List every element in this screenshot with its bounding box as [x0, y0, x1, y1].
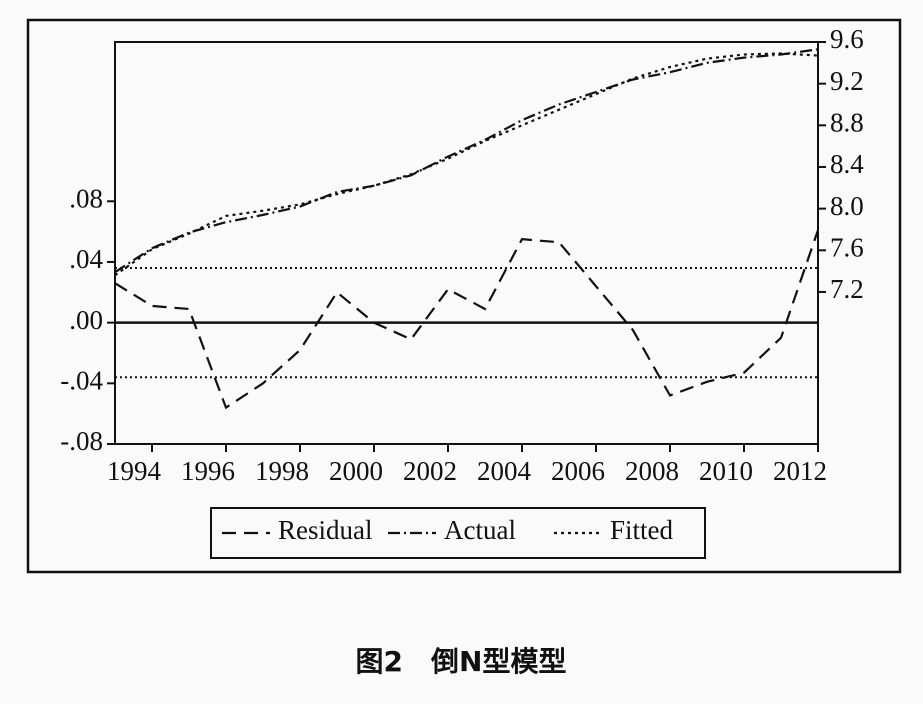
legend-box [210, 507, 706, 559]
x-tick-label: 1994 [107, 456, 162, 486]
y2-tick-label: 8.0 [830, 191, 864, 221]
y-tick-label: .08 [69, 183, 103, 213]
y-tick-label: -.04 [60, 366, 103, 396]
y2-tick-label: 7.2 [830, 274, 864, 304]
caption: 图2 倒N型模型 [356, 645, 567, 678]
outer-frame [26, 18, 902, 574]
legend-label: Residual [278, 515, 373, 545]
y-tick-label: .00 [69, 305, 103, 335]
series-line [114, 229, 820, 410]
y-tick-label: -.08 [60, 426, 103, 456]
y2-tick-label: 7.6 [830, 232, 864, 262]
series-line [114, 48, 819, 274]
series-line [114, 52, 819, 277]
x-tick-label: 2010 [699, 456, 753, 486]
y2-tick-label: 8.8 [830, 108, 864, 138]
x-tick-label: 2000 [329, 456, 383, 486]
y2-tick-label: 8.4 [830, 149, 864, 179]
x-tick-label: 1996 [181, 456, 235, 486]
legend-label: Actual [444, 515, 516, 545]
y-tick-label: .04 [69, 244, 103, 274]
y2-tick-label: 9.2 [830, 66, 864, 96]
legend-label: Fitted [610, 515, 674, 545]
x-tick-label: 2006 [551, 456, 605, 486]
x-tick-label: 2012 [773, 456, 827, 486]
x-tick-label: 2002 [403, 456, 457, 486]
x-tick-label: 2008 [625, 456, 679, 486]
x-tick-label: 2004 [477, 456, 532, 486]
x-tick-label: 1998 [255, 456, 309, 486]
y2-tick-label: 9.6 [830, 24, 864, 54]
plot-frame [114, 41, 819, 445]
